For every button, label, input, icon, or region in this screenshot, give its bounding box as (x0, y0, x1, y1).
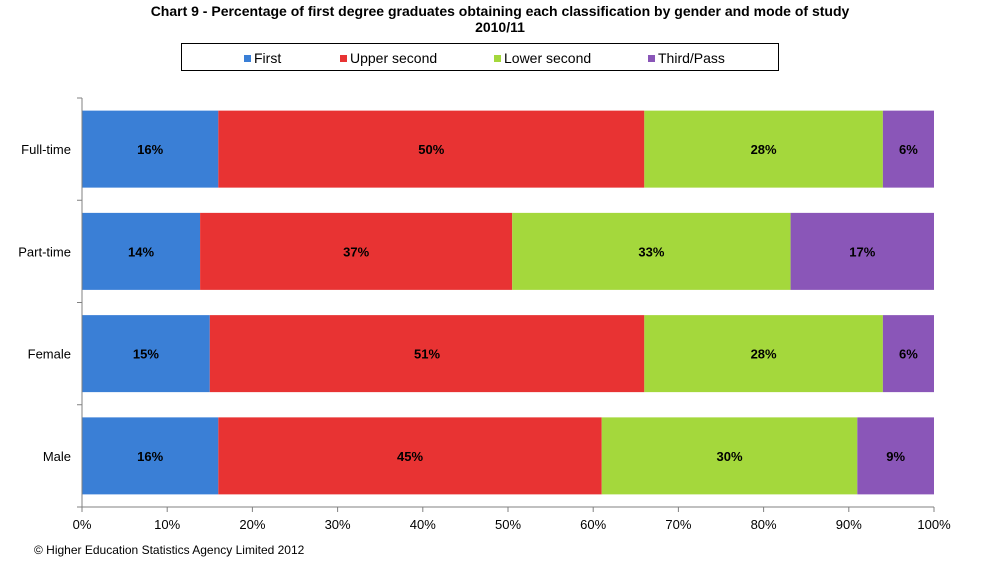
legend-item-lower-second: Lower second (494, 50, 591, 66)
data-label-female-lower-second: 28% (751, 347, 777, 362)
bar-part-time-lower-second (512, 212, 791, 290)
legend-label-first: First (254, 50, 282, 66)
bar-part-time-upper-second (200, 212, 513, 290)
category-label-male: Male (43, 449, 71, 464)
x-tick-label: 30% (325, 517, 351, 532)
data-label-full-time-first: 16% (137, 142, 163, 157)
bar-male-lower-second (601, 417, 858, 495)
bar-part-time-first (82, 212, 201, 290)
data-label-full-time-lower-second: 28% (751, 142, 777, 157)
data-label-male-upper-second: 45% (397, 449, 423, 464)
bar-male-upper-second (218, 417, 602, 495)
legend-swatch-lower-second (494, 55, 501, 62)
legend-swatch-third-pass (648, 55, 655, 62)
bar-part-time-third-pass (790, 212, 934, 290)
legend-item-first: First (244, 50, 281, 66)
data-label-part-time-third-pass: 17% (849, 244, 875, 259)
x-tick-label: 60% (580, 517, 606, 532)
data-label-full-time-third-pass: 6% (899, 142, 918, 157)
bar-full-time-upper-second (218, 110, 645, 188)
bar-female-upper-second (209, 315, 645, 393)
category-label-female: Female (28, 347, 71, 362)
x-tick-label: 100% (917, 517, 951, 532)
copyright-footer: © Higher Education Statistics Agency Lim… (34, 543, 305, 557)
legend-swatch-first (244, 55, 251, 62)
x-tick-label: 50% (495, 517, 521, 532)
chart-legend: First Upper second Lower second Third/Pa… (181, 43, 779, 71)
x-tick-label: 90% (836, 517, 862, 532)
legend-label-lower-second: Lower second (504, 50, 592, 66)
bar-full-time-third-pass (882, 110, 934, 188)
data-label-female-third-pass: 6% (899, 347, 918, 362)
data-label-male-lower-second: 30% (717, 449, 743, 464)
x-tick-label: 40% (410, 517, 436, 532)
legend-label-third-pass: Third/Pass (658, 50, 725, 66)
x-tick-label: 20% (239, 517, 265, 532)
bar-male-third-pass (857, 417, 934, 495)
bar-full-time-first (82, 110, 219, 188)
chart-title: Chart 9 - Percentage of first degree gra… (0, 3, 1000, 35)
data-label-full-time-upper-second: 50% (418, 142, 444, 157)
data-label-male-third-pass: 9% (886, 449, 905, 464)
data-label-part-time-first: 14% (128, 244, 154, 259)
x-tick-label: 70% (665, 517, 691, 532)
bar-female-first (82, 315, 210, 393)
legend-item-upper-second: Upper second (340, 50, 437, 66)
bar-female-lower-second (644, 315, 883, 393)
category-label-full-time: Full-time (21, 142, 71, 157)
data-label-part-time-lower-second: 33% (638, 244, 664, 259)
data-label-female-upper-second: 51% (414, 347, 440, 362)
data-label-male-first: 16% (137, 449, 163, 464)
data-label-female-first: 15% (133, 347, 159, 362)
x-tick-label: 10% (154, 517, 180, 532)
bar-full-time-lower-second (644, 110, 883, 188)
x-tick-label: 0% (73, 517, 92, 532)
legend-item-third-pass: Third/Pass (648, 50, 725, 66)
bar-female-third-pass (882, 315, 934, 393)
category-label-part-time: Part-time (18, 244, 71, 259)
chart-title-line: Chart 9 - Percentage of first degree gra… (150, 3, 850, 19)
legend-swatch-upper-second (340, 55, 347, 62)
x-tick-label: 80% (751, 517, 777, 532)
bar-male-first (82, 417, 219, 495)
chart-subtitle: 2010/11 (475, 19, 525, 35)
data-label-part-time-upper-second: 37% (343, 244, 369, 259)
legend-label-upper-second: Upper second (350, 50, 438, 66)
